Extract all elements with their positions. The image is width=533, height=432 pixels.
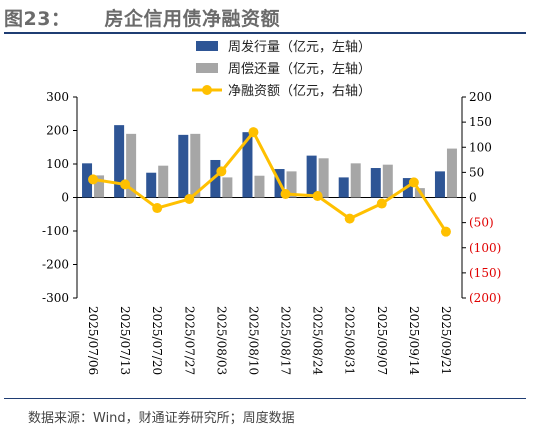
repayment-bar: [126, 133, 137, 198]
issuance-bar: [434, 171, 445, 198]
x-tick-label: 2025/07/13: [118, 306, 132, 375]
left-tick-label: 100: [46, 157, 69, 171]
x-tick-label: 2025/08/03: [214, 306, 228, 375]
x-tick-label: 2025/07/20: [150, 306, 164, 375]
left-axis: 300 200 100 0 -100 -200 -300: [42, 90, 78, 305]
issuance-bar: [114, 125, 125, 198]
net-financing-point: [152, 203, 163, 214]
issuance-bar: [178, 134, 189, 198]
x-tick-label: 2025/08/10: [246, 306, 260, 375]
net-financing-point: [408, 177, 419, 188]
repayment-bar: [254, 175, 265, 198]
left-tick-label: 300: [46, 90, 69, 104]
chart: 周发行量（亿元，左轴） 周偿还量（亿元，左轴） 净融资额（亿元，右轴） 300 200…: [42, 39, 501, 376]
left-tick-label: -300: [42, 291, 69, 305]
right-axis: 200 150 100 50 0 (50) (100) (150) (200): [461, 90, 501, 305]
left-tick-label: 0: [61, 191, 69, 205]
right-tick-label: 100: [469, 140, 492, 154]
x-tick-label: 2025/09/21: [439, 306, 453, 375]
issuance-bar: [338, 177, 349, 198]
repayment-bar: [222, 177, 233, 198]
repayment-bar: [190, 133, 201, 198]
x-axis: 2025/07/06 2025/07/13 2025/07/20 2025/07/27…: [77, 197, 462, 376]
issuance-bar: [370, 168, 381, 198]
right-tick-label: (100): [469, 241, 501, 255]
right-tick-label: (200): [469, 291, 501, 305]
x-tick-label: 2025/08/24: [311, 306, 325, 376]
net-financing-point: [376, 198, 387, 209]
x-tick-label: 2025/09/14: [407, 306, 421, 376]
source-note: 数据来源：Wind，财通证券研究所；周度数据: [28, 411, 295, 426]
issuance-bar: [82, 163, 93, 198]
repayment-bar-legend-swatch: [196, 63, 218, 73]
right-tick-label: (50): [469, 216, 494, 230]
repayment-bar: [318, 158, 329, 198]
repayment-bar: [158, 165, 169, 198]
bottom-rule: [4, 398, 526, 399]
net-financing-point: [248, 127, 259, 138]
right-tick-label: (150): [469, 266, 501, 280]
right-tick-label: 200: [469, 90, 492, 104]
left-tick-label: -100: [42, 224, 69, 238]
net-financing-line: [88, 127, 451, 237]
issuance-bar-legend-swatch: [196, 41, 218, 51]
net-financing-polyline: [92, 130, 448, 233]
legend-label: 净融资额（亿元，右轴）: [228, 84, 371, 99]
legend: 周发行量（亿元，左轴） 周偿还量（亿元，左轴） 净融资额（亿元，右轴）: [192, 39, 371, 99]
repayment-bar: [446, 148, 457, 198]
legend-label: 周发行量（亿元，左轴）: [228, 39, 371, 55]
net-financing-point: [280, 188, 291, 199]
figure-title-text: 房企信用债净融资额: [104, 8, 280, 30]
issuance-bar: [242, 132, 253, 198]
repayment-bar: [350, 163, 361, 198]
left-tick-label: 200: [46, 124, 69, 138]
issuance-bar: [210, 159, 221, 198]
figure-title: 图23： 房企信用债净融资额: [4, 4, 280, 31]
figure-number: 图23：: [4, 8, 71, 30]
net-financing-point: [440, 226, 451, 237]
top-rule: [4, 32, 526, 34]
net-financing-point: [216, 166, 227, 177]
legend-label: 周偿还量（亿元，左轴）: [228, 62, 371, 77]
repayment-bar: [382, 164, 393, 198]
issuance-bar: [306, 155, 317, 198]
net-financing-point: [184, 194, 195, 205]
x-tick-label: 2025/09/07: [375, 306, 389, 375]
repayment-bar: [286, 171, 297, 198]
x-tick-label: 2025/07/27: [182, 306, 196, 375]
x-tick-label: 2025/08/31: [343, 306, 357, 375]
issuance-bar: [146, 172, 157, 198]
net-financing-point: [312, 190, 323, 201]
net-financing-point: [88, 174, 99, 185]
x-tick-label: 2025/07/06: [86, 306, 100, 375]
x-tick-label: 2025/08/17: [279, 306, 293, 375]
repayment-bar: [94, 175, 105, 198]
right-tick-label: 150: [469, 115, 492, 129]
right-tick-label: 50: [469, 165, 484, 179]
net-financing-point: [120, 179, 131, 190]
net-financing-point: [344, 213, 355, 224]
left-tick-label: -200: [42, 258, 69, 272]
right-tick-label: 0: [469, 191, 477, 205]
net-financing-legend-marker: [202, 85, 212, 95]
